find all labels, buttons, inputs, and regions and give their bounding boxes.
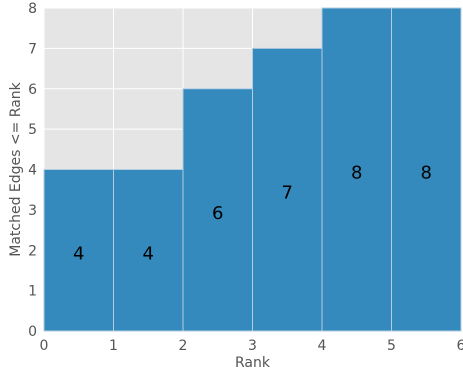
bar-value-label: 4 xyxy=(73,243,84,264)
bar-value-label: 7 xyxy=(282,183,293,204)
bars xyxy=(43,7,462,332)
y-tick-label: 1 xyxy=(28,284,37,300)
x-tick-label: 5 xyxy=(387,338,396,354)
x-axis-title: Rank xyxy=(235,355,271,371)
y-tick-label: 7 xyxy=(28,41,37,57)
bar xyxy=(113,169,184,332)
y-tick-label: 2 xyxy=(28,243,37,259)
bar xyxy=(182,88,253,332)
y-tick-labels: 0 1 2 3 4 5 6 7 8 xyxy=(28,1,37,340)
x-tick-label: 4 xyxy=(318,338,327,354)
bar-value-label: 6 xyxy=(212,203,223,224)
x-tick-label: 3 xyxy=(248,338,257,354)
bar-labels: 4 4 6 7 8 8 xyxy=(73,163,432,265)
bar-value-label: 4 xyxy=(143,243,154,264)
bar-value-label: 8 xyxy=(351,163,362,184)
bar xyxy=(391,7,462,332)
y-tick-label: 0 xyxy=(28,324,37,340)
y-axis-title: Matched Edges <= Rank xyxy=(8,81,24,256)
bar xyxy=(252,47,323,332)
x-tick-label: 0 xyxy=(40,338,49,354)
y-tick-label: 3 xyxy=(28,203,37,219)
y-tick-label: 4 xyxy=(28,163,37,179)
x-tick-label: 6 xyxy=(457,338,463,354)
y-tick-label: 5 xyxy=(28,122,37,138)
bar xyxy=(321,7,392,332)
y-tick-label: 8 xyxy=(28,1,37,17)
x-tick-label: 2 xyxy=(179,338,188,354)
bar-value-label: 8 xyxy=(421,163,432,184)
y-tick-label: 6 xyxy=(28,82,37,98)
x-tick-labels: 0 1 2 3 4 5 6 xyxy=(40,338,463,354)
x-tick-label: 1 xyxy=(109,338,118,354)
bar xyxy=(43,169,114,332)
